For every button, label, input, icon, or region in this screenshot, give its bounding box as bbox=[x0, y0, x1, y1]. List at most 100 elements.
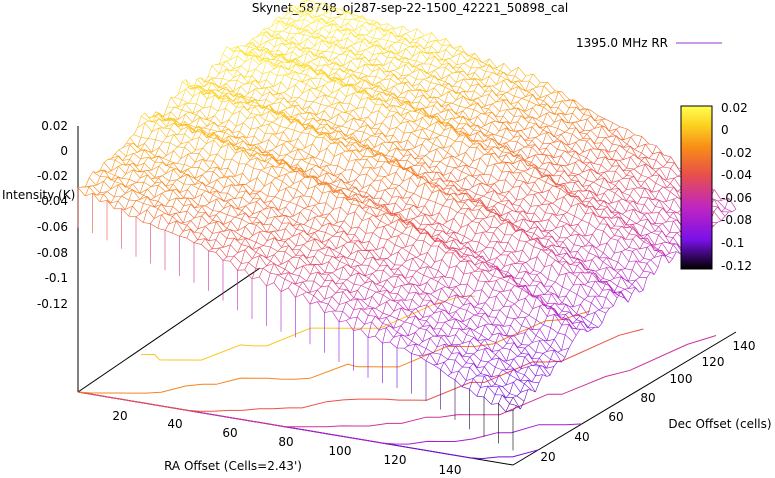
mesh-segment bbox=[254, 114, 259, 117]
mesh-segment bbox=[399, 156, 404, 161]
mesh-segment bbox=[662, 186, 671, 193]
mesh-segment bbox=[507, 79, 515, 84]
mesh-segment bbox=[560, 155, 569, 166]
mesh-segment bbox=[371, 75, 377, 86]
mesh-segment bbox=[285, 36, 293, 42]
mesh-segment bbox=[294, 105, 303, 115]
mesh-segment bbox=[280, 74, 285, 83]
mesh-segment bbox=[332, 51, 340, 55]
mesh-segment bbox=[611, 171, 616, 183]
mesh-segment bbox=[343, 28, 348, 36]
mesh-segment bbox=[554, 275, 560, 283]
mesh-segment bbox=[365, 56, 370, 62]
mesh-segment bbox=[448, 62, 454, 69]
mesh-segment bbox=[605, 118, 613, 123]
mesh-segment bbox=[647, 244, 652, 248]
mesh-segment bbox=[651, 230, 656, 233]
mesh-segment bbox=[606, 223, 615, 236]
mesh-segment bbox=[492, 103, 500, 112]
mesh-segment bbox=[553, 133, 562, 138]
mesh-segment bbox=[599, 242, 608, 246]
mesh-segment bbox=[455, 127, 463, 131]
mesh-segment bbox=[420, 35, 425, 38]
mesh-segment bbox=[498, 192, 502, 195]
mesh-segment bbox=[339, 34, 345, 42]
mesh-segment bbox=[427, 39, 436, 43]
mesh-segment bbox=[351, 14, 360, 17]
mesh-segment bbox=[336, 24, 341, 29]
mesh-segment bbox=[604, 177, 612, 190]
mesh-segment bbox=[606, 242, 615, 254]
mesh-segment bbox=[240, 65, 249, 73]
mesh-segment bbox=[380, 35, 385, 40]
mesh-segment bbox=[500, 270, 508, 273]
mesh-segment bbox=[352, 169, 360, 176]
mesh-segment bbox=[494, 180, 499, 184]
mesh-segment bbox=[306, 84, 314, 89]
mesh-segment bbox=[598, 322, 603, 328]
mesh-segment bbox=[285, 9, 294, 16]
mesh-segment bbox=[625, 226, 630, 229]
mesh-segment bbox=[376, 21, 381, 26]
mesh-segment bbox=[653, 267, 659, 275]
mesh-segment bbox=[413, 186, 418, 194]
mesh-segment bbox=[362, 15, 367, 21]
mesh-segment bbox=[324, 57, 330, 62]
mesh-segment bbox=[226, 59, 231, 62]
mesh-segment bbox=[510, 83, 515, 90]
mesh-segment bbox=[537, 226, 542, 232]
mesh-segment bbox=[368, 71, 373, 77]
mesh-segment bbox=[563, 214, 572, 227]
mesh-segment bbox=[383, 30, 389, 37]
mesh-segment bbox=[200, 85, 205, 95]
mesh-segment bbox=[434, 39, 439, 42]
mesh-segment bbox=[332, 79, 340, 81]
mesh-segment bbox=[538, 143, 544, 150]
mesh-segment bbox=[235, 111, 241, 127]
mesh-segment bbox=[618, 226, 623, 230]
mesh-segment bbox=[468, 208, 476, 219]
mesh-segment bbox=[488, 76, 497, 85]
mesh-segment bbox=[527, 181, 535, 184]
mesh-segment bbox=[430, 56, 435, 65]
mesh-segment bbox=[524, 115, 529, 119]
mesh-segment bbox=[657, 255, 662, 268]
mesh-segment bbox=[311, 156, 320, 168]
mesh-segment bbox=[426, 75, 435, 79]
mesh-segment bbox=[491, 111, 497, 117]
mesh-segment bbox=[459, 78, 464, 88]
mesh-segment bbox=[713, 199, 718, 202]
mesh-segment bbox=[340, 37, 348, 42]
mesh-segment bbox=[613, 261, 619, 271]
mesh-segment bbox=[546, 103, 552, 109]
mesh-segment bbox=[669, 244, 674, 254]
mesh-segment bbox=[350, 32, 356, 38]
mesh-segment bbox=[626, 167, 635, 170]
mesh-segment bbox=[402, 33, 407, 37]
mesh-segment bbox=[232, 95, 241, 102]
mesh-segment bbox=[303, 29, 308, 35]
mesh-segment bbox=[293, 5, 298, 10]
mesh-segment bbox=[593, 137, 599, 144]
mesh-segment bbox=[604, 177, 609, 183]
mesh-segment bbox=[289, 21, 294, 25]
mesh-segment bbox=[268, 121, 273, 125]
mesh-segment bbox=[295, 71, 303, 82]
mesh-segment bbox=[658, 199, 663, 203]
mesh-segment bbox=[502, 136, 511, 142]
mesh-segment bbox=[618, 180, 627, 190]
mesh-segment bbox=[384, 188, 389, 190]
mesh-segment bbox=[550, 90, 555, 94]
mesh-segment bbox=[477, 113, 482, 117]
mesh-segment bbox=[434, 75, 439, 80]
mesh-segment bbox=[320, 77, 329, 83]
mesh-segment bbox=[567, 182, 576, 184]
mesh-segment bbox=[569, 290, 578, 295]
mesh-segment bbox=[507, 71, 512, 76]
mesh-segment bbox=[435, 202, 444, 206]
mesh-segment bbox=[536, 285, 545, 295]
mesh-segment bbox=[306, 64, 311, 66]
mesh-segment bbox=[423, 70, 428, 75]
mesh-segment bbox=[344, 161, 349, 171]
mesh-segment bbox=[561, 295, 567, 303]
